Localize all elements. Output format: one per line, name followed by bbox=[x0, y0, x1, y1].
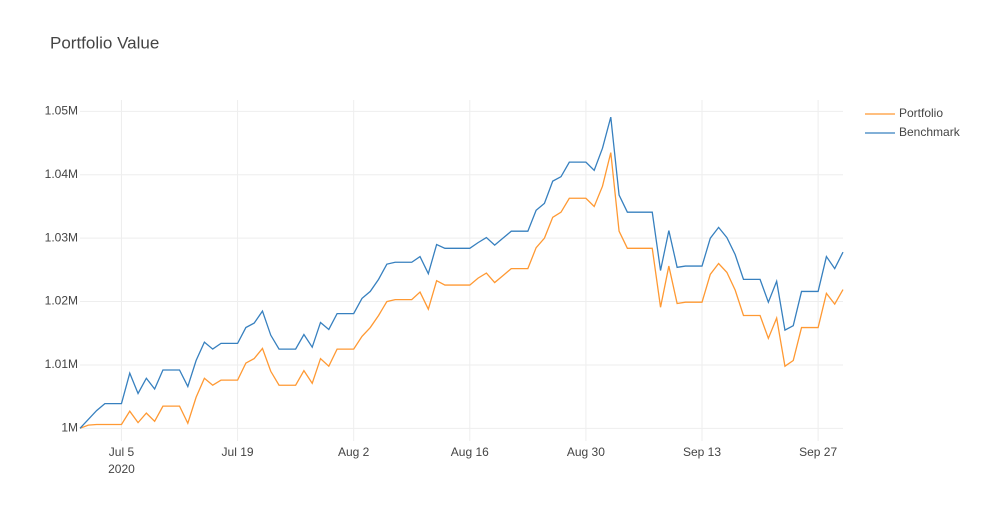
chart-title: Portfolio Value bbox=[50, 33, 159, 52]
legend-label: Portfolio bbox=[899, 106, 943, 120]
x-tick-label: Jul 19 bbox=[222, 445, 254, 459]
y-tick-label: 1M bbox=[61, 420, 78, 434]
x-tick-label: Aug 16 bbox=[451, 445, 489, 459]
y-tick-label: 1.05M bbox=[45, 104, 78, 118]
y-tick-label: 1.03M bbox=[45, 230, 78, 244]
x-tick-label: Aug 2 bbox=[338, 445, 370, 459]
x-tick-label: Sep 13 bbox=[683, 445, 721, 459]
x-year-label: 2020 bbox=[108, 462, 135, 476]
series-line bbox=[79, 152, 844, 429]
series-line bbox=[79, 116, 844, 429]
y-tick-label: 1.02M bbox=[45, 294, 78, 308]
y-tick-label: 1.04M bbox=[45, 167, 78, 181]
x-tick-label: Sep 27 bbox=[799, 445, 837, 459]
y-tick-label: 1.01M bbox=[45, 357, 78, 371]
x-tick-label: Aug 30 bbox=[567, 445, 605, 459]
x-tick-label: Jul 5 bbox=[109, 445, 135, 459]
legend-label: Benchmark bbox=[899, 125, 961, 139]
